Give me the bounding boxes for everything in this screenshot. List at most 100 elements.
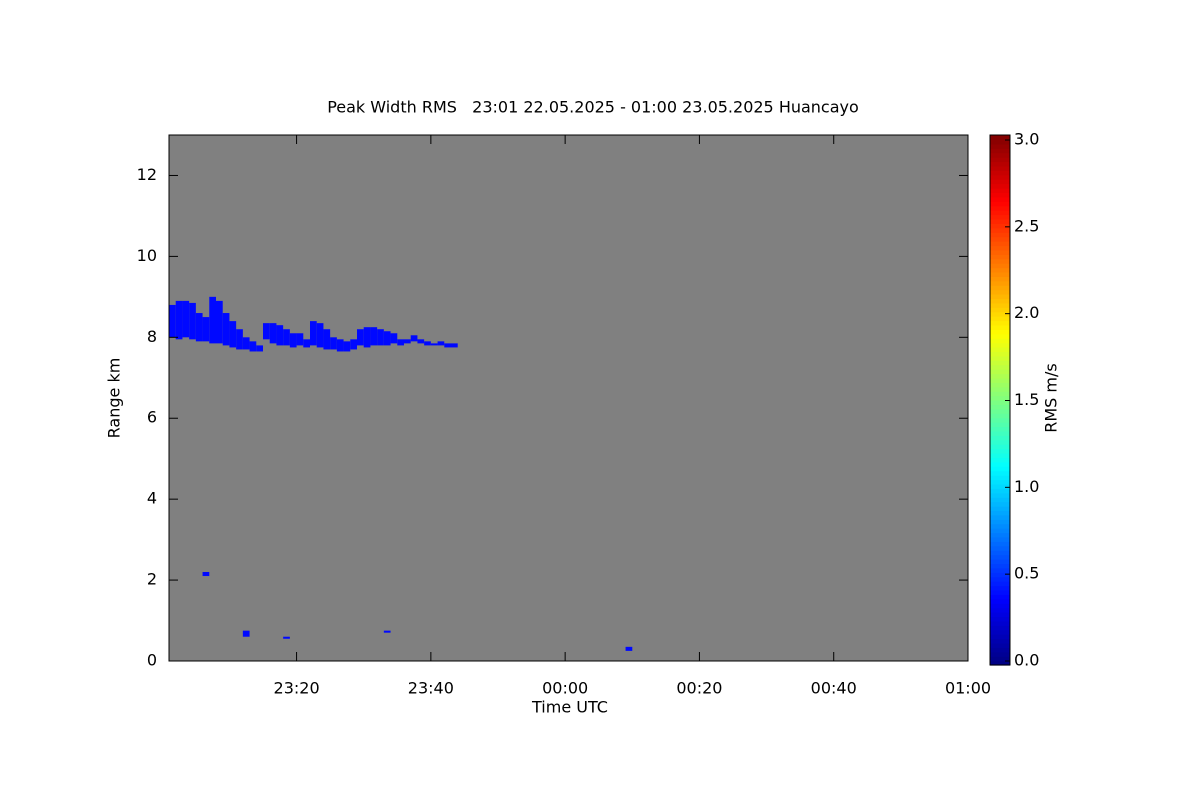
colorbar-segment [990,395,1010,401]
cell [424,341,431,346]
cell [350,339,357,350]
y-tick-label: 8 [147,327,157,346]
colorbar-segment [990,563,1010,569]
colorbar-segment [990,316,1010,322]
y-axis-label: Range km [105,358,124,439]
colorbar-segment [990,453,1010,459]
colorbar-segment [990,629,1010,635]
y-tick-label: 4 [147,489,157,508]
colorbar-segment [990,536,1010,542]
colorbar-segment [990,634,1010,640]
x-tick-label: 00:20 [676,679,722,698]
colorbar-segment [990,457,1010,463]
colorbar-tick-label: 0.0 [1014,651,1039,670]
y-tick-label: 2 [147,570,157,589]
colorbar-segment [990,280,1010,286]
colorbar-segment [990,258,1010,264]
cell [430,343,438,346]
colorbar-segment [990,179,1010,185]
colorbar-segment [990,528,1010,534]
colorbar-segment [990,545,1010,551]
colorbar-segment [990,550,1010,556]
cell [256,345,263,352]
colorbar-segment [990,227,1010,233]
colorbar-segment [990,466,1010,472]
colorbar-segment [990,439,1010,445]
colorbar-segment [990,223,1010,229]
cell [175,300,183,340]
colorbar-segment [990,377,1010,383]
colorbar-tick-label: 2.5 [1014,216,1039,235]
cell [377,329,384,346]
colorbar-segment [990,612,1010,618]
colorbar-segment [990,594,1010,600]
cell [310,321,317,346]
y-tick-label: 6 [147,408,157,427]
cell [451,343,458,348]
colorbar-segment [990,603,1010,609]
colorbar-segment [990,254,1010,260]
colorbar-segment [990,364,1010,370]
colorbar-segment [990,532,1010,538]
colorbar-segment [990,210,1010,216]
colorbar-segment [990,369,1010,375]
cell [242,337,250,350]
x-tick-label: 00:00 [542,679,588,698]
colorbar-segment [990,289,1010,295]
x-axis-label: Time UTC [531,698,608,717]
colorbar-segment [990,408,1010,414]
colorbar-segment [990,245,1010,251]
colorbar-segment [990,355,1010,361]
colorbar-segment [990,607,1010,613]
colorbar-segment [990,143,1010,149]
colorbar-segment [990,218,1010,224]
cell [330,337,337,350]
colorbar-segment [990,196,1010,202]
colorbar-segment [990,400,1010,406]
x-tick-label: 23:20 [274,679,320,698]
colorbar-segment [990,152,1010,158]
cell [363,327,371,348]
x-tick-label: 01:00 [945,679,991,698]
colorbar-segment [990,638,1010,644]
cell [323,329,331,350]
colorbar-segment [990,488,1010,494]
colorbar-segment [990,572,1010,578]
colorbar-segment [990,514,1010,520]
colorbar-segment [990,174,1010,180]
cell [410,335,418,342]
colorbar-segment [990,139,1010,145]
colorbar-segment [990,342,1010,348]
colorbar-segment [990,320,1010,326]
cell [263,323,270,340]
colorbar-segment [990,598,1010,604]
cell [383,630,391,633]
cell [229,321,237,348]
colorbar-segment [990,192,1010,198]
y-tick-label: 12 [137,165,157,184]
colorbar-segment [990,135,1010,141]
colorbar-segment [990,294,1010,300]
colorbar-segment [990,232,1010,238]
y-tick-label: 10 [137,246,157,265]
cell [303,339,310,348]
cell [189,302,196,340]
colorbar-segment [990,479,1010,485]
colorbar-segment [990,413,1010,419]
cell [357,329,364,346]
colorbar-segment [990,417,1010,423]
colorbar-segment [990,214,1010,220]
colorbar-tick-label: 3.0 [1014,130,1039,149]
colorbar-segment [990,589,1010,595]
colorbar-segment [990,351,1010,357]
cell [336,339,344,352]
colorbar-segment [990,373,1010,379]
colorbar-segment [990,271,1010,277]
colorbar-segment [990,585,1010,591]
colorbar-segment [990,651,1010,657]
colorbar-segment [990,170,1010,176]
colorbar-segment [990,475,1010,481]
colorbar-segment [990,426,1010,432]
colorbar-segment [990,329,1010,335]
colorbar-segment [990,576,1010,582]
